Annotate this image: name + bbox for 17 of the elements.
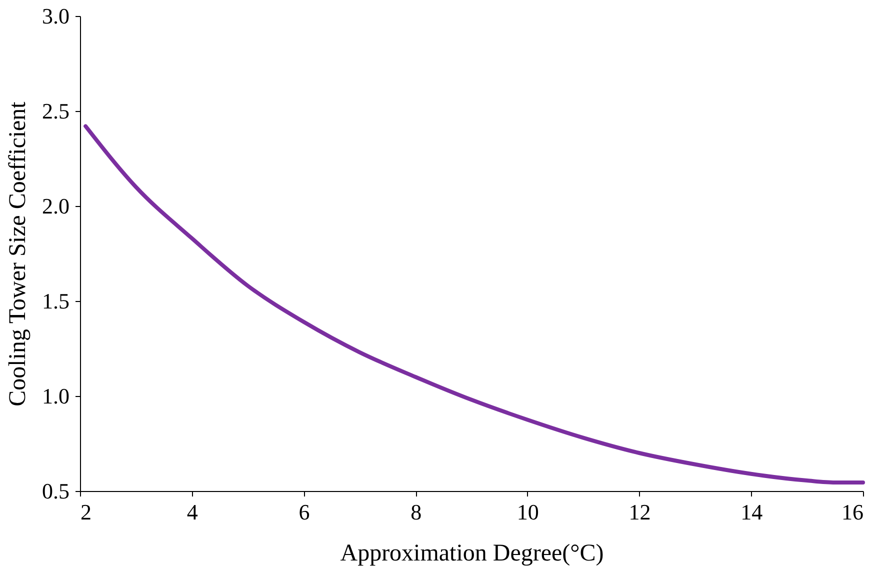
x-axis-title: Approximation Degree(°C) (340, 540, 604, 566)
x-tick-label: 14 (740, 500, 763, 524)
x-tick-label: 16 (842, 500, 864, 524)
y-tick-label: 2.0 (42, 194, 70, 218)
x-tick-label: 4 (186, 500, 198, 524)
y-tick-label: 2.5 (42, 98, 70, 124)
x-tick-label: 10 (516, 500, 539, 524)
x-tick-label: 8 (410, 500, 422, 524)
line-series (84, 124, 865, 484)
y-tick-label: 1.5 (42, 288, 70, 314)
y-tick-label: 1.0 (42, 384, 70, 408)
y-tick-label: 0.5 (42, 478, 70, 504)
y-axis-title: Cooling Tower Size Coefficient (5, 101, 31, 406)
x-tick-label: 6 (298, 500, 310, 524)
x-tick-label: 12 (628, 500, 651, 524)
x-tick-label: 2 (80, 500, 92, 524)
y-tick-label: 3.0 (42, 4, 70, 28)
